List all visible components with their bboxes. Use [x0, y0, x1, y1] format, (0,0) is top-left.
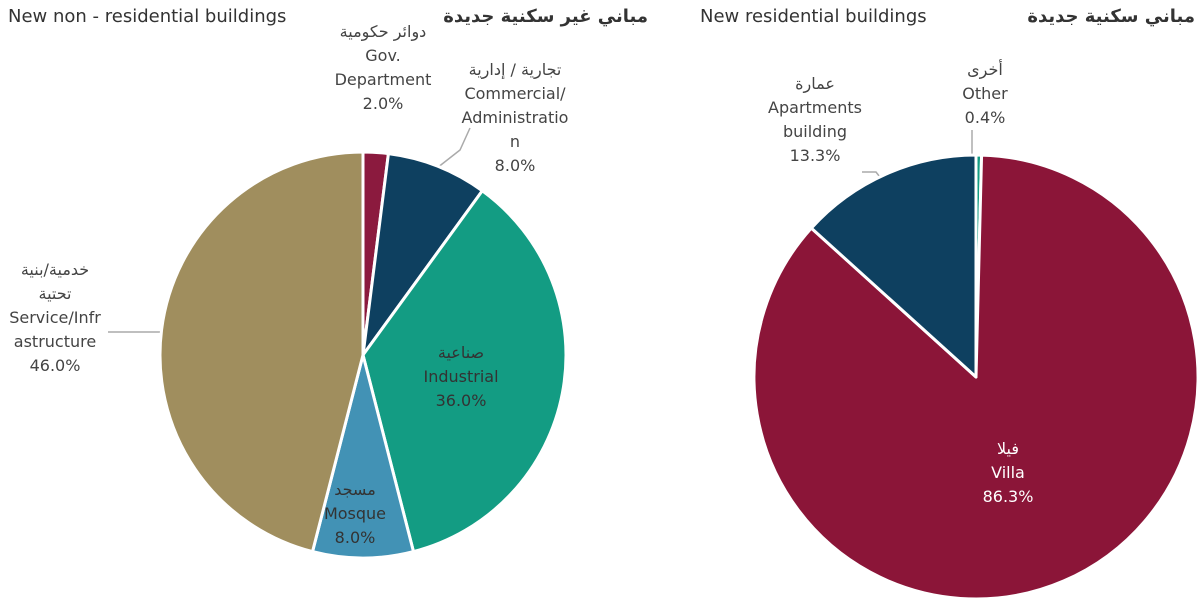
label-value: 86.3% — [982, 487, 1034, 506]
leader-line — [436, 127, 471, 169]
label-en: Apartments building — [768, 98, 862, 141]
slice-label: دوائر حكومية Gov. Department 2.0% — [323, 20, 443, 116]
label-en: Villa — [991, 463, 1025, 482]
chart-title: New non - residential buildings — [8, 6, 287, 27]
label-ar: أخرى — [967, 60, 1003, 79]
label-en: Service/Infrastructure — [9, 308, 101, 351]
label-value: 46.0% — [29, 356, 81, 375]
label-en: Industrial — [423, 367, 499, 386]
slice-label: صناعية Industrial 36.0% — [401, 341, 521, 413]
label-ar: خدمية/بنية تحتية — [20, 260, 90, 303]
label-en: Gov. Department — [334, 46, 432, 89]
slice-label: خدمية/بنية تحتية Service/Infrastructure 46… — [5, 258, 105, 378]
slice-label: عمارة Apartments building 13.3% — [760, 72, 870, 168]
label-en: Mosque — [323, 504, 387, 523]
label-en: Other — [962, 84, 1008, 103]
slice-label: تجارية / إدارية Commercial/Administration… — [460, 58, 570, 178]
label-ar: تجارية / إدارية — [468, 60, 562, 79]
label-value: 8.0% — [334, 528, 376, 547]
label-value: 13.3% — [789, 146, 841, 165]
label-value: 8.0% — [494, 156, 536, 175]
chart-title: New residential buildings — [700, 6, 927, 27]
label-en: Commercial/Administration — [461, 84, 569, 151]
label-ar: صناعية — [437, 343, 485, 362]
chart-title-ar: مباني سكنية جديدة — [1027, 6, 1195, 27]
slice-label: أخرى Other 0.4% — [945, 58, 1025, 130]
slice-label: مسجد Mosque 8.0% — [310, 478, 400, 550]
label-ar: فيلا — [996, 439, 1020, 458]
pie-slice — [158, 150, 365, 554]
label-value: 36.0% — [435, 391, 487, 410]
label-value: 0.4% — [964, 108, 1006, 127]
label-ar: دوائر حكومية — [339, 22, 427, 41]
label-ar: مسجد — [334, 480, 376, 499]
pie-slice — [311, 353, 415, 560]
pie-slice — [361, 152, 484, 357]
pie-slice — [809, 153, 978, 379]
label-value: 2.0% — [362, 94, 404, 113]
chart-title-ar: مباني غير سكنية جديدة — [443, 6, 648, 27]
slice-label: فيلا Villa 86.3% — [958, 437, 1058, 509]
pie-slice — [361, 189, 568, 554]
label-ar: عمارة — [795, 74, 835, 93]
